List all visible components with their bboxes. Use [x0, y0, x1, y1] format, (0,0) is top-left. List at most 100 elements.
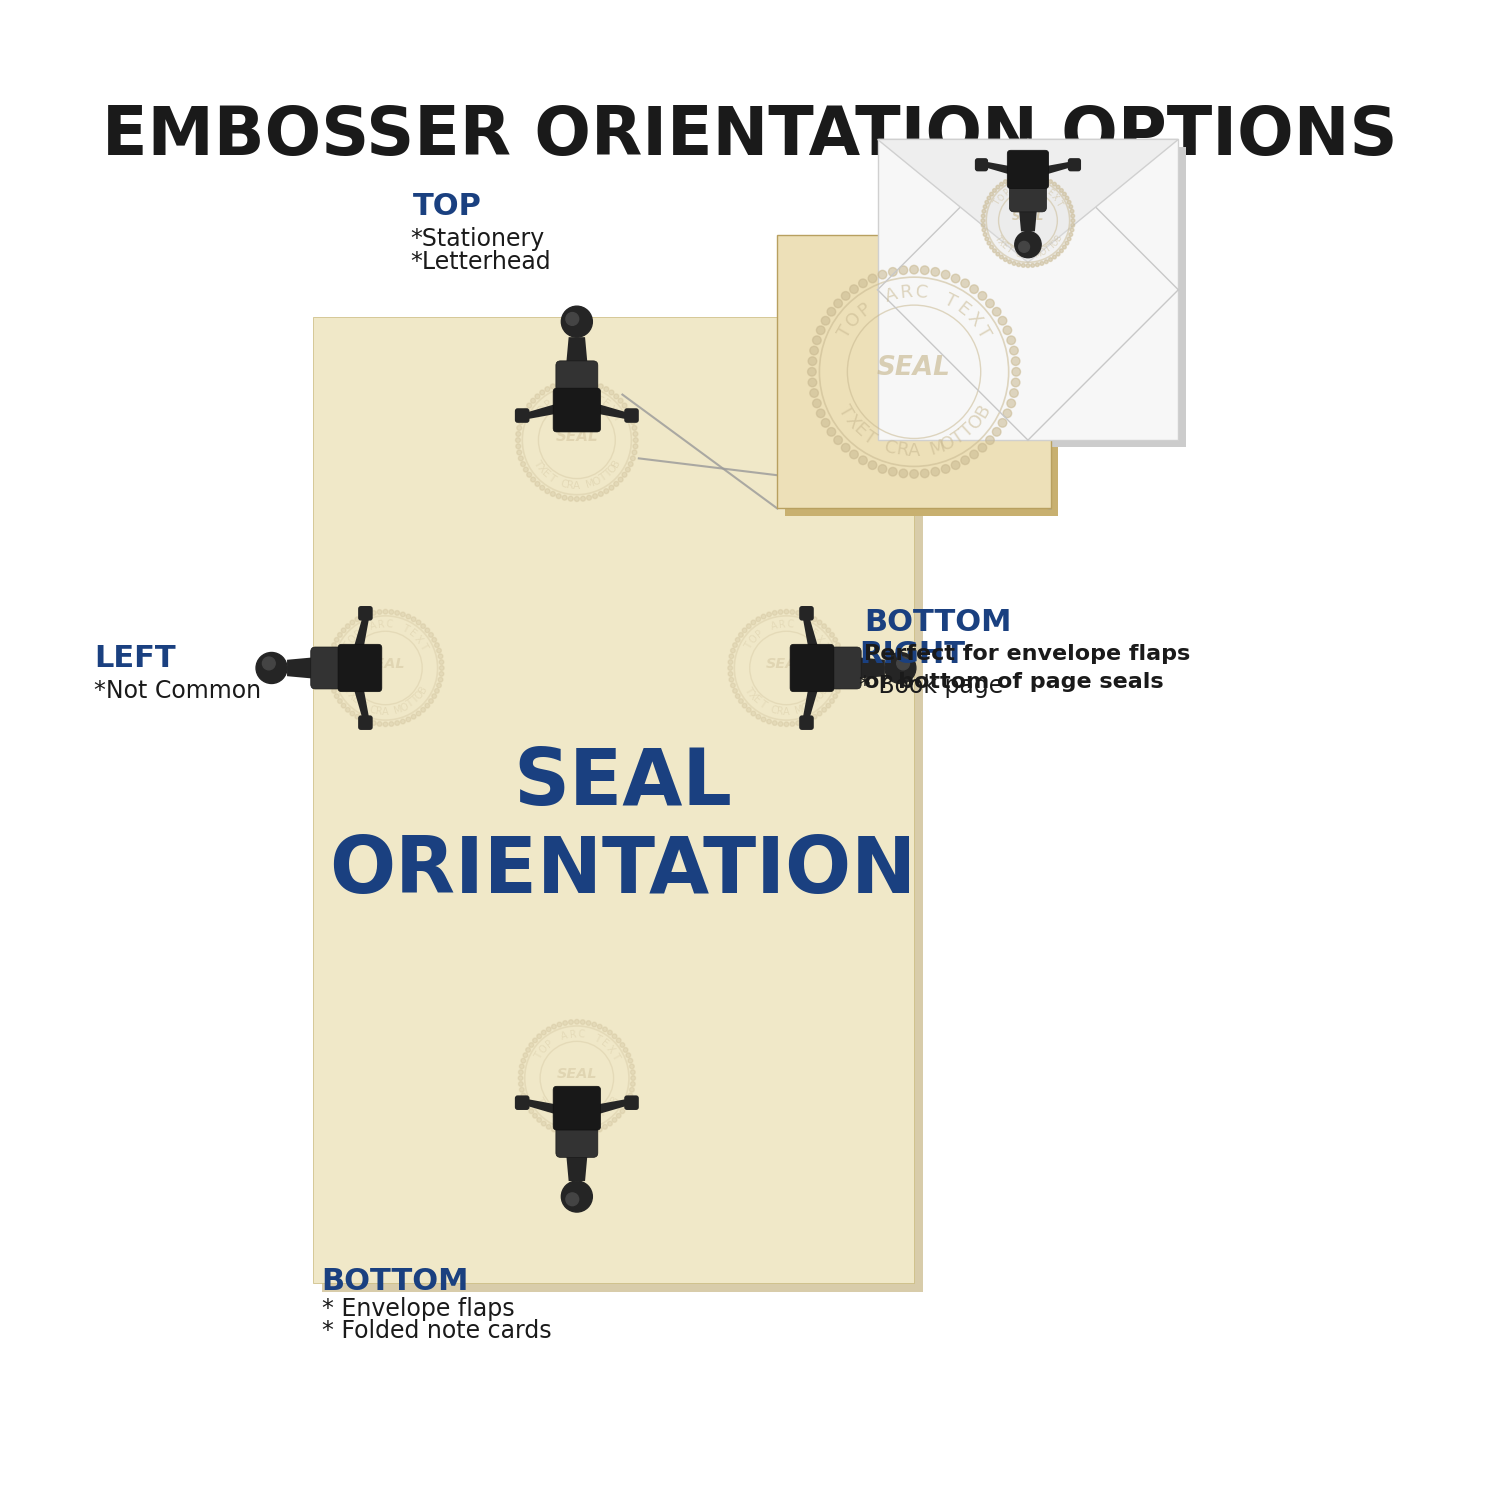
- Circle shape: [982, 176, 1074, 266]
- Circle shape: [839, 678, 844, 682]
- FancyBboxPatch shape: [777, 236, 1050, 509]
- Circle shape: [833, 693, 837, 699]
- FancyBboxPatch shape: [321, 326, 922, 1292]
- Circle shape: [586, 380, 591, 386]
- Circle shape: [840, 672, 844, 676]
- Text: P: P: [544, 1038, 555, 1050]
- Circle shape: [986, 436, 994, 444]
- Text: C: C: [558, 478, 568, 490]
- Circle shape: [262, 657, 274, 670]
- Circle shape: [1004, 180, 1008, 183]
- Text: T: T: [597, 472, 608, 484]
- Text: R: R: [894, 441, 909, 460]
- FancyBboxPatch shape: [975, 158, 988, 171]
- Circle shape: [546, 1125, 550, 1130]
- Circle shape: [752, 711, 756, 716]
- Text: A: A: [573, 482, 580, 490]
- Circle shape: [574, 1020, 579, 1025]
- Circle shape: [1066, 201, 1071, 204]
- FancyBboxPatch shape: [554, 388, 600, 432]
- Text: C: C: [368, 704, 378, 716]
- Text: T: T: [417, 640, 429, 651]
- Circle shape: [516, 432, 520, 436]
- Polygon shape: [286, 657, 316, 680]
- Text: SEAL
ORIENTATION: SEAL ORIENTATION: [328, 746, 916, 909]
- Circle shape: [1011, 378, 1020, 387]
- Circle shape: [422, 708, 426, 712]
- Text: T: T: [546, 472, 556, 484]
- Polygon shape: [566, 338, 588, 368]
- Circle shape: [732, 688, 738, 693]
- Circle shape: [561, 1180, 592, 1212]
- Circle shape: [537, 1034, 542, 1038]
- Circle shape: [834, 298, 843, 307]
- Circle shape: [394, 610, 399, 615]
- Circle shape: [858, 279, 867, 288]
- Circle shape: [376, 722, 382, 726]
- Circle shape: [518, 450, 522, 454]
- Text: SEAL: SEAL: [878, 356, 951, 381]
- Circle shape: [842, 444, 850, 452]
- Circle shape: [422, 624, 426, 628]
- FancyBboxPatch shape: [790, 645, 834, 692]
- Circle shape: [406, 717, 411, 722]
- Circle shape: [332, 688, 336, 693]
- Circle shape: [633, 432, 638, 436]
- Circle shape: [760, 614, 766, 620]
- Text: T: T: [1040, 184, 1048, 195]
- Circle shape: [628, 462, 633, 466]
- Circle shape: [630, 1088, 634, 1092]
- Circle shape: [982, 206, 987, 209]
- Circle shape: [622, 472, 627, 477]
- Circle shape: [556, 494, 561, 498]
- Circle shape: [1066, 237, 1071, 242]
- Circle shape: [328, 654, 333, 658]
- Circle shape: [597, 1024, 602, 1029]
- Polygon shape: [522, 404, 556, 420]
- Circle shape: [338, 633, 342, 638]
- Circle shape: [982, 232, 987, 237]
- Circle shape: [1017, 174, 1020, 178]
- Circle shape: [1070, 210, 1074, 213]
- Text: * Envelope flaps: * Envelope flaps: [321, 1296, 514, 1320]
- Circle shape: [556, 381, 561, 387]
- Circle shape: [837, 682, 843, 687]
- Text: A: A: [573, 1118, 580, 1126]
- Circle shape: [816, 326, 825, 334]
- Circle shape: [840, 666, 844, 670]
- Circle shape: [632, 426, 638, 430]
- FancyBboxPatch shape: [338, 645, 382, 692]
- FancyBboxPatch shape: [885, 147, 1185, 447]
- Circle shape: [738, 699, 744, 703]
- Circle shape: [1040, 176, 1044, 180]
- Circle shape: [568, 1131, 573, 1137]
- Text: O: O: [815, 688, 827, 702]
- Text: O: O: [536, 404, 549, 417]
- Circle shape: [633, 438, 638, 442]
- Circle shape: [530, 1108, 534, 1113]
- Text: T: T: [342, 686, 354, 694]
- Text: E: E: [808, 627, 819, 639]
- Circle shape: [630, 1070, 634, 1074]
- Circle shape: [1017, 262, 1020, 267]
- Circle shape: [807, 614, 812, 620]
- Circle shape: [436, 682, 441, 687]
- Circle shape: [520, 414, 525, 419]
- Circle shape: [942, 270, 950, 279]
- Circle shape: [633, 444, 638, 448]
- Circle shape: [586, 1131, 591, 1136]
- Circle shape: [609, 486, 613, 490]
- FancyBboxPatch shape: [514, 408, 529, 423]
- Polygon shape: [354, 614, 370, 648]
- Circle shape: [526, 472, 531, 477]
- Circle shape: [628, 414, 633, 419]
- Circle shape: [1062, 192, 1066, 196]
- Circle shape: [366, 718, 370, 724]
- Text: X: X: [813, 633, 825, 645]
- Text: E: E: [1046, 188, 1054, 198]
- Circle shape: [562, 1131, 567, 1136]
- Circle shape: [1053, 183, 1056, 186]
- Circle shape: [1010, 388, 1019, 398]
- Text: O: O: [747, 633, 759, 645]
- Circle shape: [342, 704, 346, 708]
